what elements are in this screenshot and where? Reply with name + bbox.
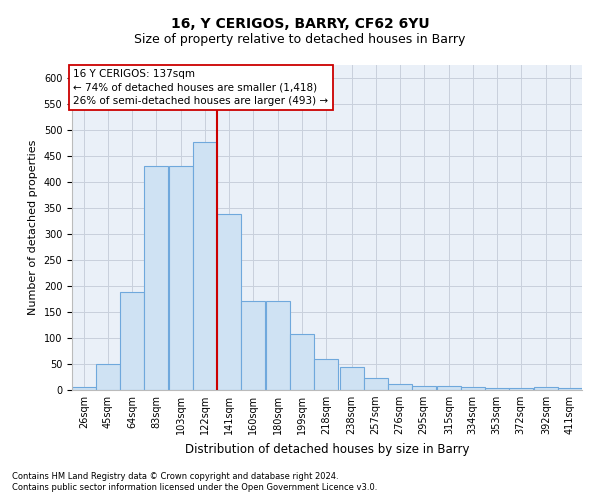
Bar (266, 300, 290, 390)
Bar (558, 388, 582, 390)
Bar (193, 142, 217, 390)
Text: 16, Y CERIGOS, BARRY, CF62 6YU: 16, Y CERIGOS, BARRY, CF62 6YU (170, 18, 430, 32)
Bar (290, 334, 314, 390)
Bar (169, 166, 193, 390)
Bar (485, 388, 509, 390)
Bar (120, 292, 144, 390)
Bar (509, 388, 533, 390)
Bar (534, 387, 558, 390)
Bar (241, 300, 265, 390)
Bar (217, 214, 241, 390)
Bar (72, 388, 96, 390)
Bar (388, 384, 412, 390)
Bar (144, 166, 168, 390)
X-axis label: Distribution of detached houses by size in Barry: Distribution of detached houses by size … (185, 442, 469, 456)
Bar (340, 367, 364, 390)
Y-axis label: Number of detached properties: Number of detached properties (28, 140, 38, 315)
Text: Contains public sector information licensed under the Open Government Licence v3: Contains public sector information licen… (12, 484, 377, 492)
Bar (412, 386, 436, 390)
Text: Contains HM Land Registry data © Crown copyright and database right 2024.: Contains HM Land Registry data © Crown c… (12, 472, 338, 481)
Text: Size of property relative to detached houses in Barry: Size of property relative to detached ho… (134, 32, 466, 46)
Text: 16 Y CERIGOS: 137sqm
← 74% of detached houses are smaller (1,418)
26% of semi-de: 16 Y CERIGOS: 137sqm ← 74% of detached h… (73, 69, 328, 106)
Bar (437, 386, 461, 390)
Bar (96, 364, 120, 390)
Bar (461, 388, 485, 390)
Bar (314, 359, 338, 390)
Bar (364, 378, 388, 390)
